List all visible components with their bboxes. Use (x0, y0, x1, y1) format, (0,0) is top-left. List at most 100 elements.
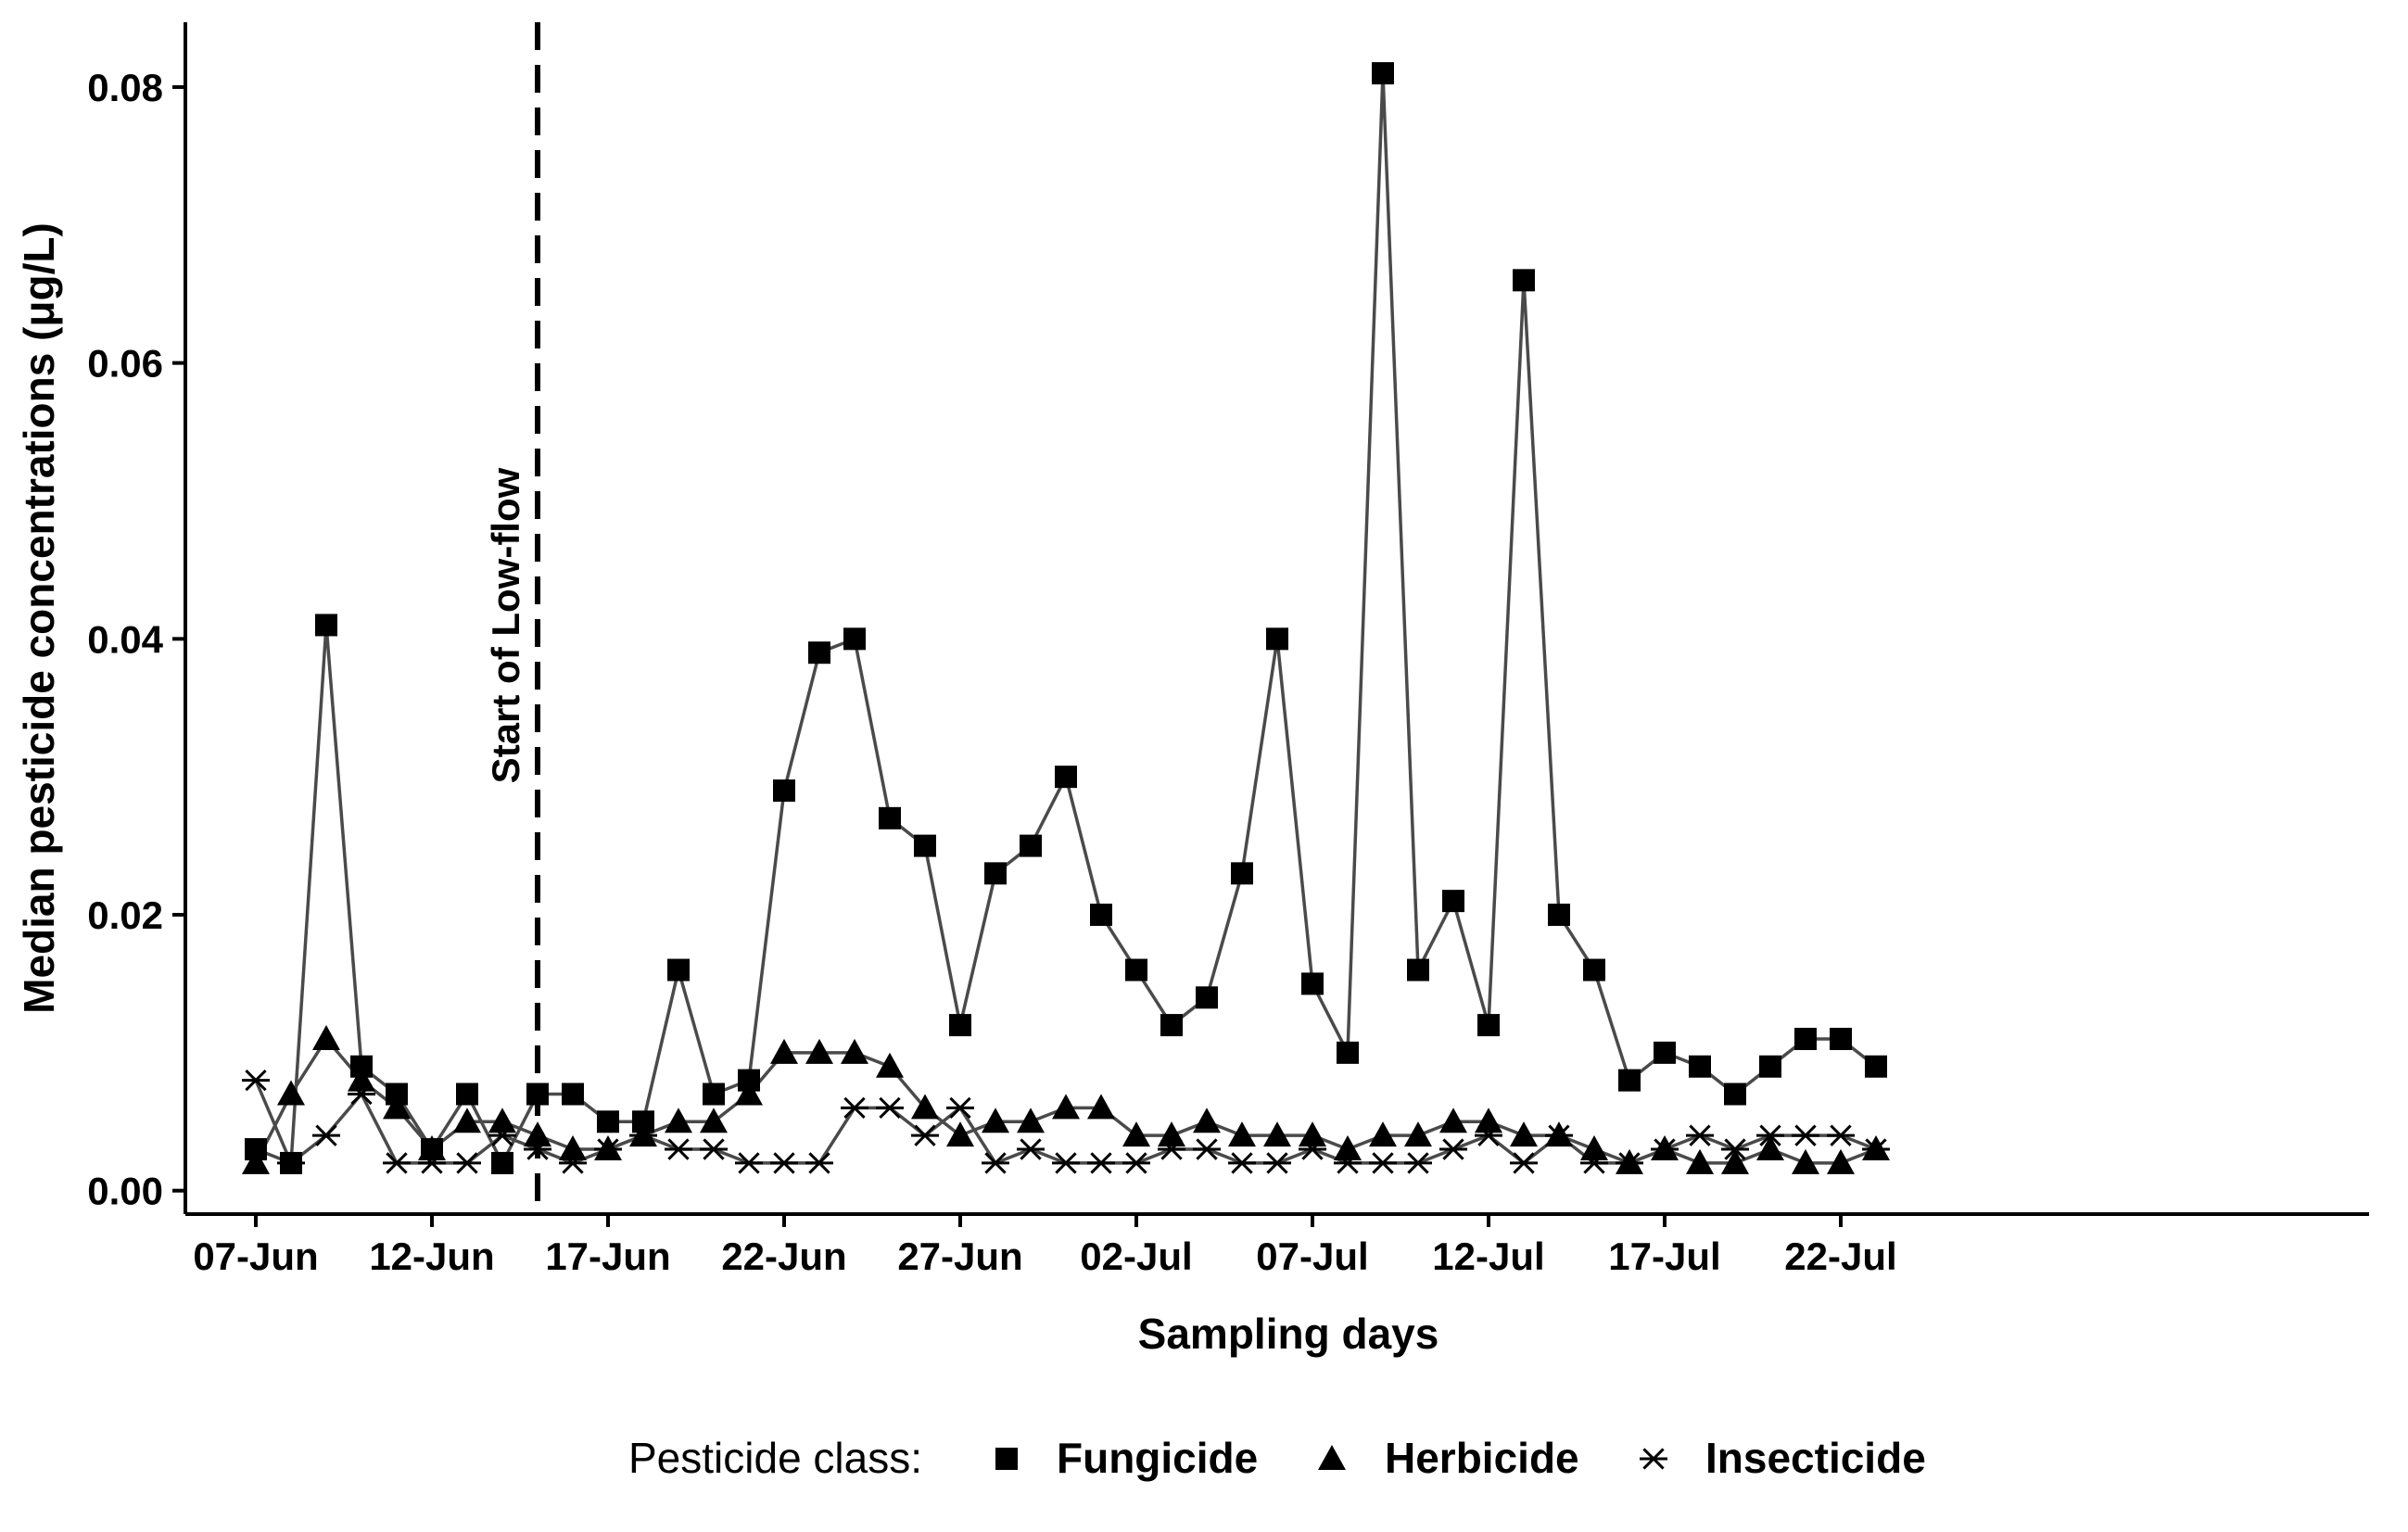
insecticide-point (1369, 1152, 1397, 1174)
legend-marker-fungicide (995, 1448, 1018, 1470)
herbicide-point (1087, 1094, 1115, 1120)
fungicide-point (1794, 1027, 1817, 1050)
fungicide-point (1618, 1069, 1641, 1092)
herbicide-point (1792, 1148, 1819, 1174)
fungicide-point (1654, 1041, 1676, 1064)
fungicide-point (914, 834, 936, 857)
herbicide-point (1122, 1121, 1150, 1147)
x-axis-title: Sampling days (1138, 1310, 1439, 1358)
insecticide-point (1087, 1152, 1115, 1174)
fungicide-point (808, 641, 830, 665)
insecticide-point (1510, 1152, 1538, 1174)
insecticide-point (1616, 1152, 1643, 1174)
insecticide-point (946, 1096, 974, 1120)
herbicide-point (559, 1135, 587, 1161)
herbicide-point (418, 1135, 446, 1161)
herbicide-point (700, 1108, 728, 1133)
legend-title: Pesticide class: (628, 1434, 922, 1482)
insecticide-point (1017, 1138, 1045, 1160)
legend-item-fungicide: Fungicide (995, 1434, 1258, 1482)
herbicide-point (841, 1038, 868, 1064)
fungicide-point (1020, 834, 1042, 857)
insecticide-point (524, 1138, 551, 1160)
x-tick-label: 17-Jul (1608, 1234, 1720, 1278)
herbicide-point (946, 1121, 974, 1147)
herbicide-point (1263, 1121, 1291, 1147)
insecticide-point (348, 1083, 375, 1106)
fungicide-point (1231, 862, 1253, 885)
fungicide-point (315, 614, 337, 637)
herbicide-point (1299, 1121, 1326, 1147)
x-tick-label: 22-Jun (721, 1234, 846, 1278)
herbicide-point (1193, 1108, 1221, 1133)
insecticide-point (1404, 1152, 1432, 1174)
fungicide-point (1055, 766, 1077, 789)
insecticide-point (1792, 1124, 1819, 1146)
herbicide-point (735, 1080, 763, 1106)
insecticide-point (1580, 1152, 1608, 1174)
herbicide-point (805, 1038, 833, 1064)
x-tick-label: 12-Jul (1432, 1234, 1544, 1278)
herbicide-point (312, 1024, 340, 1050)
insecticide-point (700, 1138, 728, 1160)
fungicide-point (1830, 1027, 1852, 1050)
legend-label: Fungicide (1057, 1434, 1258, 1482)
fungicide-point (491, 1151, 513, 1174)
legend-label: Herbicide (1385, 1434, 1579, 1482)
insecticide-point (559, 1152, 587, 1174)
herbicide-point (1580, 1135, 1608, 1161)
insecticide-point (383, 1152, 411, 1174)
fungicide-point (1583, 958, 1605, 981)
insecticide-point (982, 1152, 1009, 1174)
fungicide-point (1865, 1055, 1887, 1078)
fungicide-point (703, 1083, 725, 1106)
herbicide-point (1404, 1121, 1432, 1147)
insecticide-point (1686, 1124, 1714, 1146)
y-axis-title: Median pesticide concentrations (μg/L) (15, 222, 63, 1014)
fungicide-point (1301, 972, 1324, 995)
insecticide-point (1475, 1124, 1502, 1146)
insecticide-point (1827, 1124, 1855, 1146)
fungicide-point (1442, 890, 1464, 913)
insecticide-point (1439, 1138, 1467, 1160)
insecticide-point (841, 1096, 868, 1120)
insecticide-point (418, 1152, 446, 1174)
fungicide-point (1759, 1055, 1781, 1078)
insecticide-point (911, 1124, 939, 1146)
herbicide-point (1158, 1121, 1185, 1147)
fungicide-point (562, 1083, 584, 1106)
herbicide-point (1017, 1108, 1045, 1133)
fungicide-point (667, 958, 690, 981)
insecticide-point (242, 1069, 270, 1092)
fungicide-point (1513, 269, 1535, 292)
herbicide-point (383, 1094, 411, 1120)
series-markers (242, 62, 1890, 1174)
y-tick-label: 0.02 (87, 893, 163, 937)
fungicide-point (1196, 986, 1218, 1009)
insecticide-point (1862, 1138, 1890, 1160)
x-tick-label: 22-Jul (1784, 1234, 1896, 1278)
herbicide-point (1721, 1148, 1749, 1174)
insecticide-point (1263, 1152, 1291, 1174)
fungicide-point (773, 779, 795, 803)
fungicide-point (1372, 62, 1394, 85)
fungicide-point (1724, 1083, 1746, 1106)
fungicide-point (1477, 1014, 1500, 1037)
herbicide-point (1510, 1121, 1538, 1147)
herbicide-point (1475, 1108, 1502, 1133)
herbicide-point (1228, 1121, 1256, 1147)
legend: Pesticide class: Fungicide Herbicide Insec… (628, 1434, 1926, 1482)
fungicide-point (1407, 958, 1429, 981)
legend-marker-herbicide (1318, 1445, 1346, 1470)
insecticide-point (1193, 1138, 1221, 1160)
insecticide-point (805, 1152, 833, 1174)
herbicide-point (911, 1094, 939, 1120)
x-axis-ticks: 07-Jun 12-Jun 17-Jun 22-Jun 27-Jun 02-Jul 07-J… (193, 1214, 1897, 1278)
herbicide-point (1334, 1135, 1362, 1161)
y-axis-ticks: 0.00 0.02 0.04 0.06 0.08 (87, 66, 185, 1213)
legend-label: Insecticide (1705, 1434, 1926, 1482)
herbicide-point (665, 1108, 692, 1133)
insecticide-point (1299, 1138, 1326, 1160)
fungicide-point (1160, 1014, 1183, 1037)
